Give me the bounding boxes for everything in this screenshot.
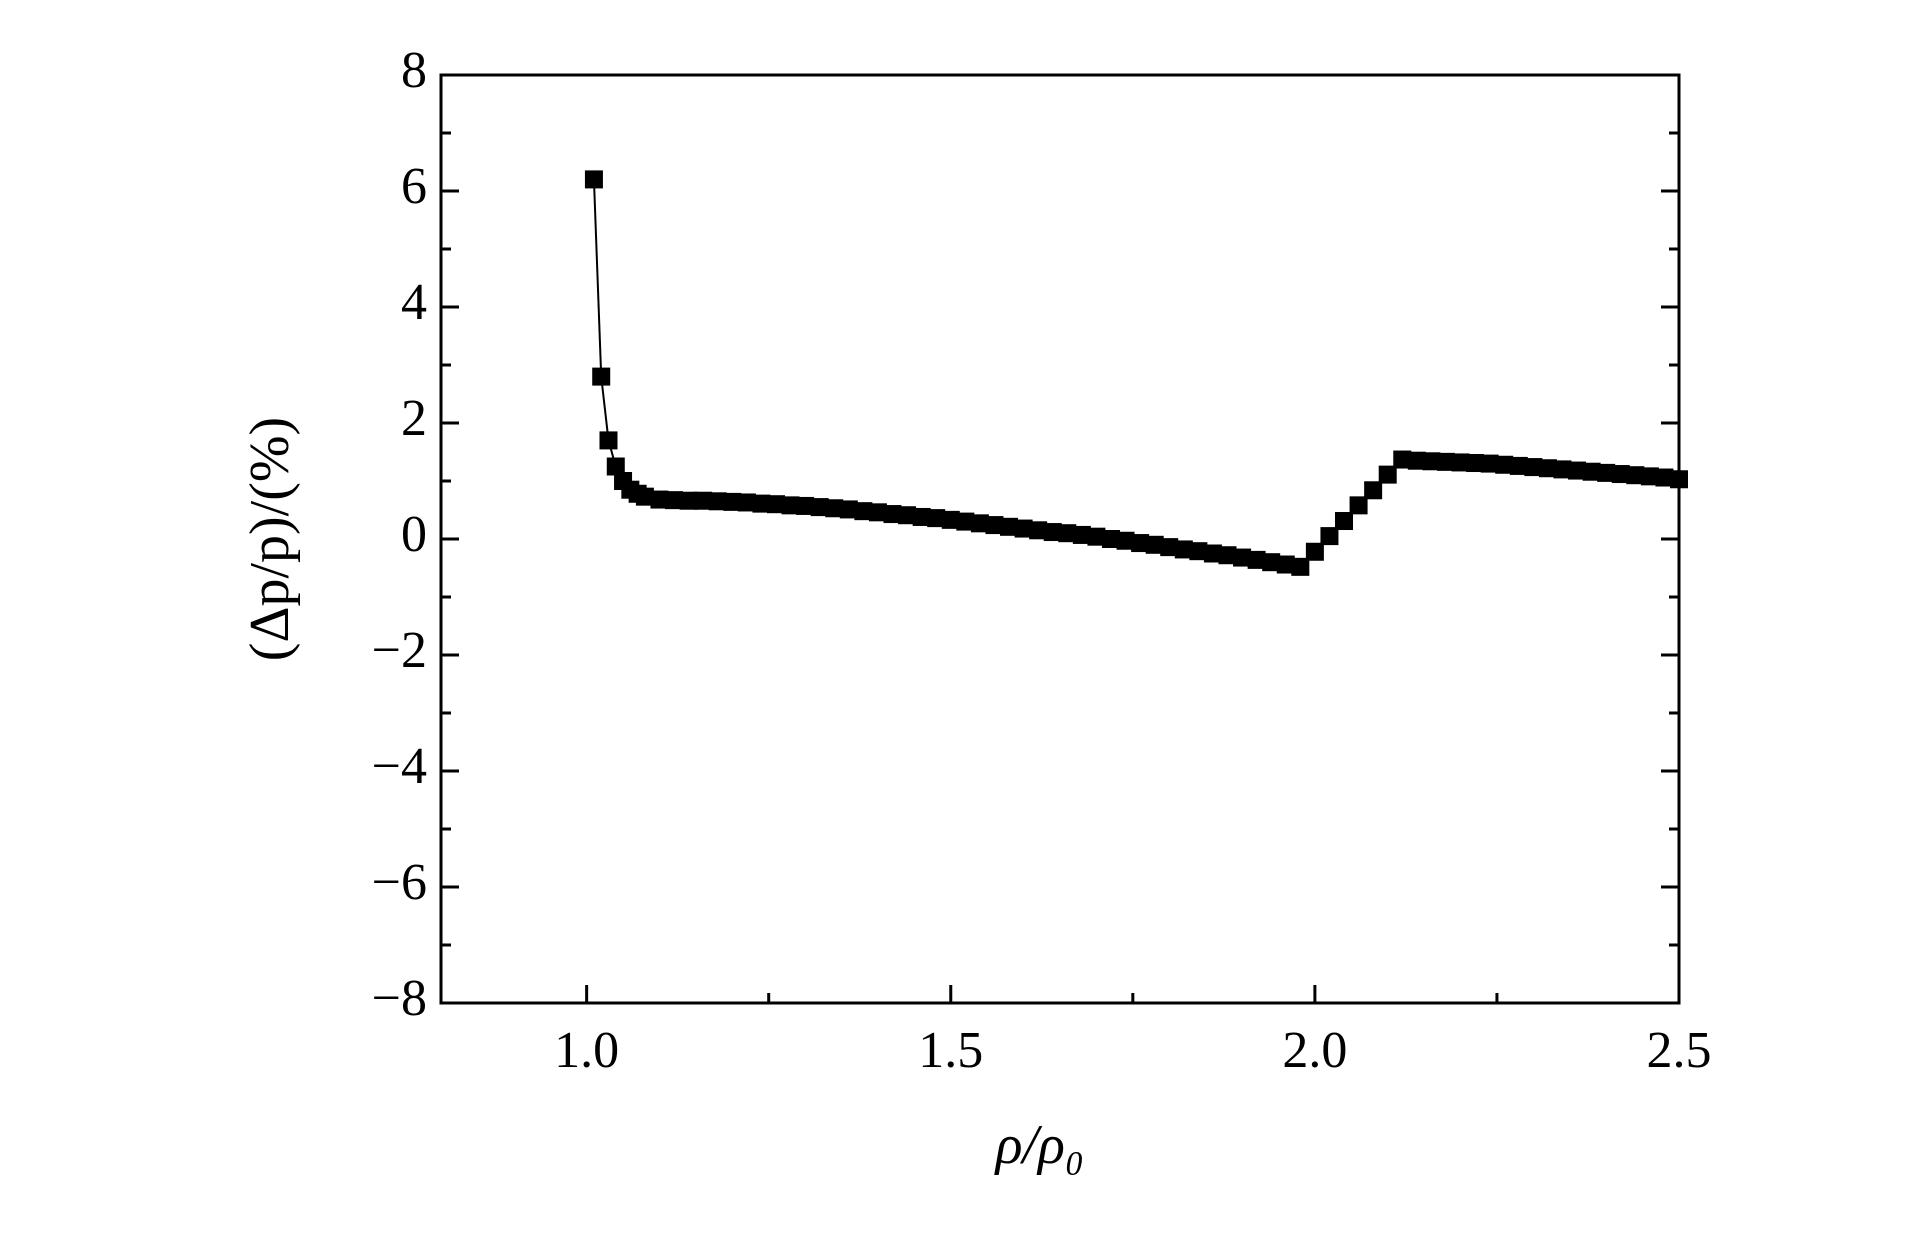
- data-point: [1597, 463, 1616, 482]
- data-point: [694, 491, 713, 510]
- data-point: [1276, 555, 1295, 574]
- data-point: [1014, 519, 1033, 538]
- y-tick-label: −2: [372, 622, 427, 679]
- data-point: [1553, 460, 1572, 479]
- data-point: [1407, 451, 1426, 470]
- data-point: [665, 491, 684, 510]
- y-tick-label: −6: [372, 854, 427, 911]
- data-point: [1058, 524, 1077, 543]
- data-point: [956, 512, 975, 531]
- data-point: [592, 367, 611, 386]
- data-point: [599, 431, 618, 450]
- data-point: [1349, 496, 1368, 515]
- data-point: [810, 498, 829, 517]
- data-point: [927, 509, 946, 528]
- data-point: [839, 500, 858, 519]
- y-axis-label: (Δp/p)/(%): [239, 417, 301, 661]
- data-point: [1072, 525, 1091, 544]
- data-point: [1378, 465, 1397, 484]
- data-point: [1116, 531, 1135, 550]
- data-point: [1335, 512, 1354, 531]
- data-point: [606, 457, 625, 476]
- data-point: [825, 499, 844, 518]
- y-tick-label: −4: [372, 738, 427, 795]
- data-point: [766, 495, 785, 514]
- data-point: [1160, 538, 1179, 557]
- background: [120, 0, 1820, 1215]
- data-point: [796, 496, 815, 515]
- data-point: [1131, 534, 1150, 553]
- data-point: [723, 492, 742, 511]
- data-point: [868, 503, 887, 522]
- x-tick-label: 1.0: [554, 1022, 619, 1079]
- data-point: [970, 514, 989, 533]
- data-point: [1218, 546, 1237, 565]
- data-point: [1174, 540, 1193, 559]
- data-point: [883, 505, 902, 524]
- data-point: [650, 490, 669, 509]
- y-tick-label: 2: [401, 390, 427, 447]
- y-tick-label: 4: [401, 274, 427, 331]
- x-axis-label: ρ/ρ₀: [994, 1114, 1085, 1176]
- data-point: [1611, 465, 1630, 484]
- data-point: [854, 502, 873, 521]
- data-point: [1495, 455, 1514, 474]
- data-point: [912, 507, 931, 526]
- data-point: [1509, 456, 1528, 475]
- x-tick-label: 2.0: [1282, 1022, 1347, 1079]
- data-point: [1422, 452, 1441, 471]
- data-point: [1087, 527, 1106, 546]
- data-point: [1451, 453, 1470, 472]
- data-point: [1393, 450, 1412, 469]
- data-point: [1655, 468, 1674, 487]
- data-point: [708, 492, 727, 511]
- y-tick-label: 0: [401, 506, 427, 563]
- data-point: [1568, 461, 1587, 480]
- y-tick-label: 6: [401, 158, 427, 215]
- data-point: [781, 496, 800, 515]
- x-tick-label: 2.5: [1647, 1022, 1712, 1079]
- data-point: [1145, 535, 1164, 554]
- data-point: [1538, 459, 1557, 478]
- data-point: [1233, 548, 1252, 567]
- data-point: [1364, 481, 1383, 500]
- data-point: [1189, 542, 1208, 561]
- x-tick-label: 1.5: [918, 1022, 983, 1079]
- data-point: [1466, 454, 1485, 473]
- data-point: [1305, 542, 1324, 561]
- data-point: [941, 510, 960, 529]
- data-point: [679, 491, 698, 510]
- y-tick-label: −8: [372, 970, 427, 1027]
- data-point: [1524, 458, 1543, 477]
- data-point: [1582, 462, 1601, 481]
- data-point: [1480, 454, 1499, 473]
- data-point: [584, 170, 603, 189]
- data-point: [635, 487, 654, 506]
- data-point: [737, 493, 756, 512]
- data-point: [1670, 470, 1688, 489]
- data-point: [985, 516, 1004, 535]
- data-point: [898, 506, 917, 525]
- data-point: [1203, 544, 1222, 563]
- data-point: [1000, 517, 1019, 536]
- data-point: [752, 494, 771, 513]
- data-point: [1101, 530, 1120, 548]
- data-point: [1436, 452, 1455, 471]
- data-point: [1247, 550, 1266, 569]
- data-point: [1640, 467, 1659, 486]
- data-point: [1626, 466, 1645, 485]
- data-point: [1291, 557, 1310, 576]
- data-point: [1320, 527, 1339, 546]
- data-point: [1029, 521, 1048, 540]
- y-tick-label: 8: [401, 42, 427, 99]
- data-point: [1043, 523, 1062, 542]
- data-point: [1262, 553, 1281, 572]
